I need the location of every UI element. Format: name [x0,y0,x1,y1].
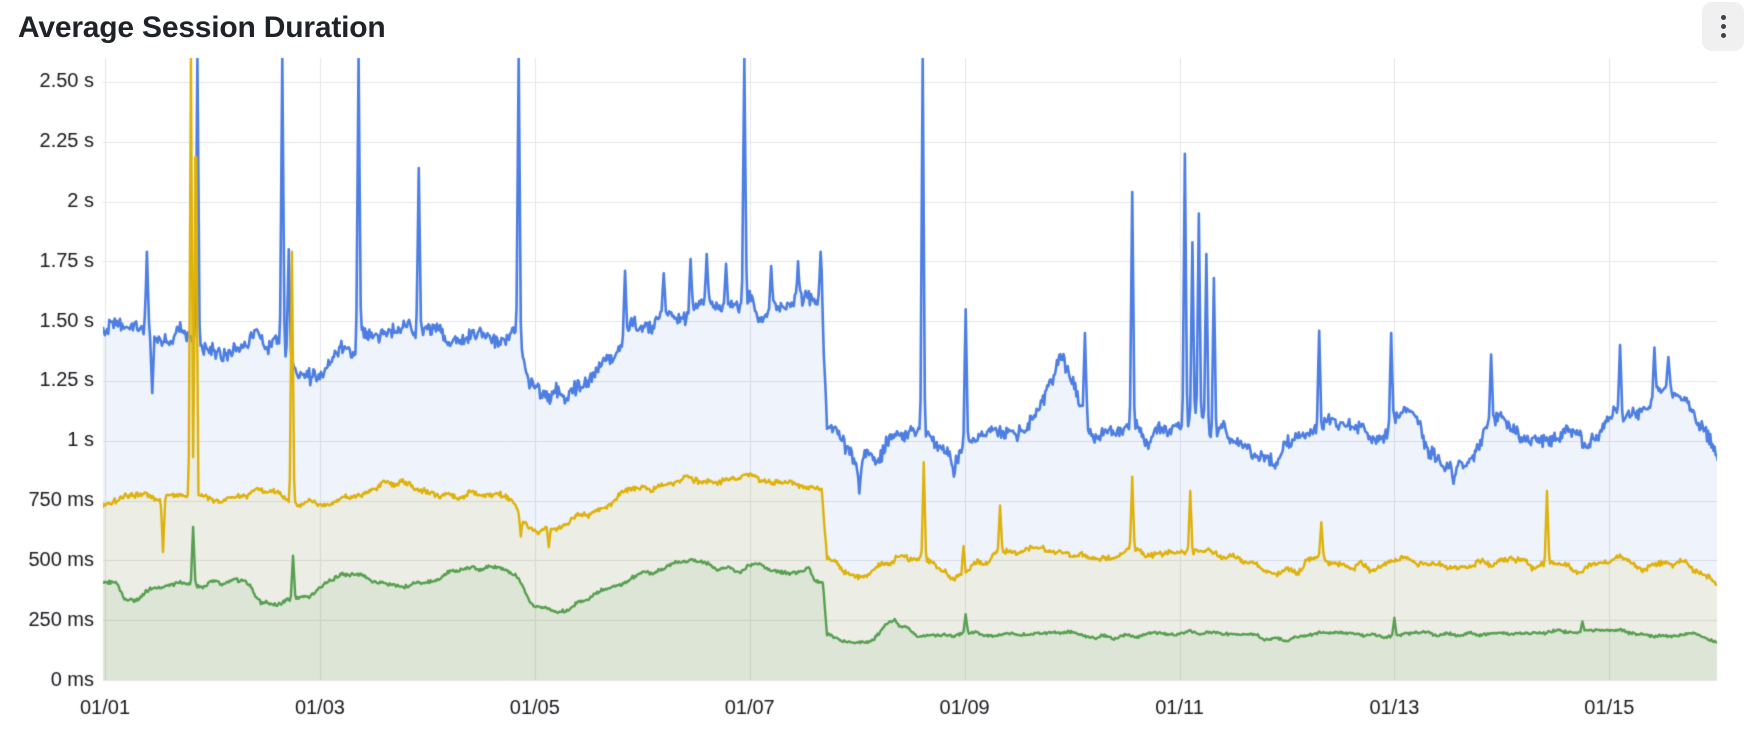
kebab-vertical-icon [1720,33,1726,38]
panel-menu-button[interactable] [1702,2,1744,51]
kebab-vertical-icon [1720,15,1726,20]
kebab-vertical-icon [1720,24,1726,29]
panel-header[interactable]: Average Session Duration [18,6,386,50]
panel-title[interactable]: Average Session Duration [18,11,386,44]
